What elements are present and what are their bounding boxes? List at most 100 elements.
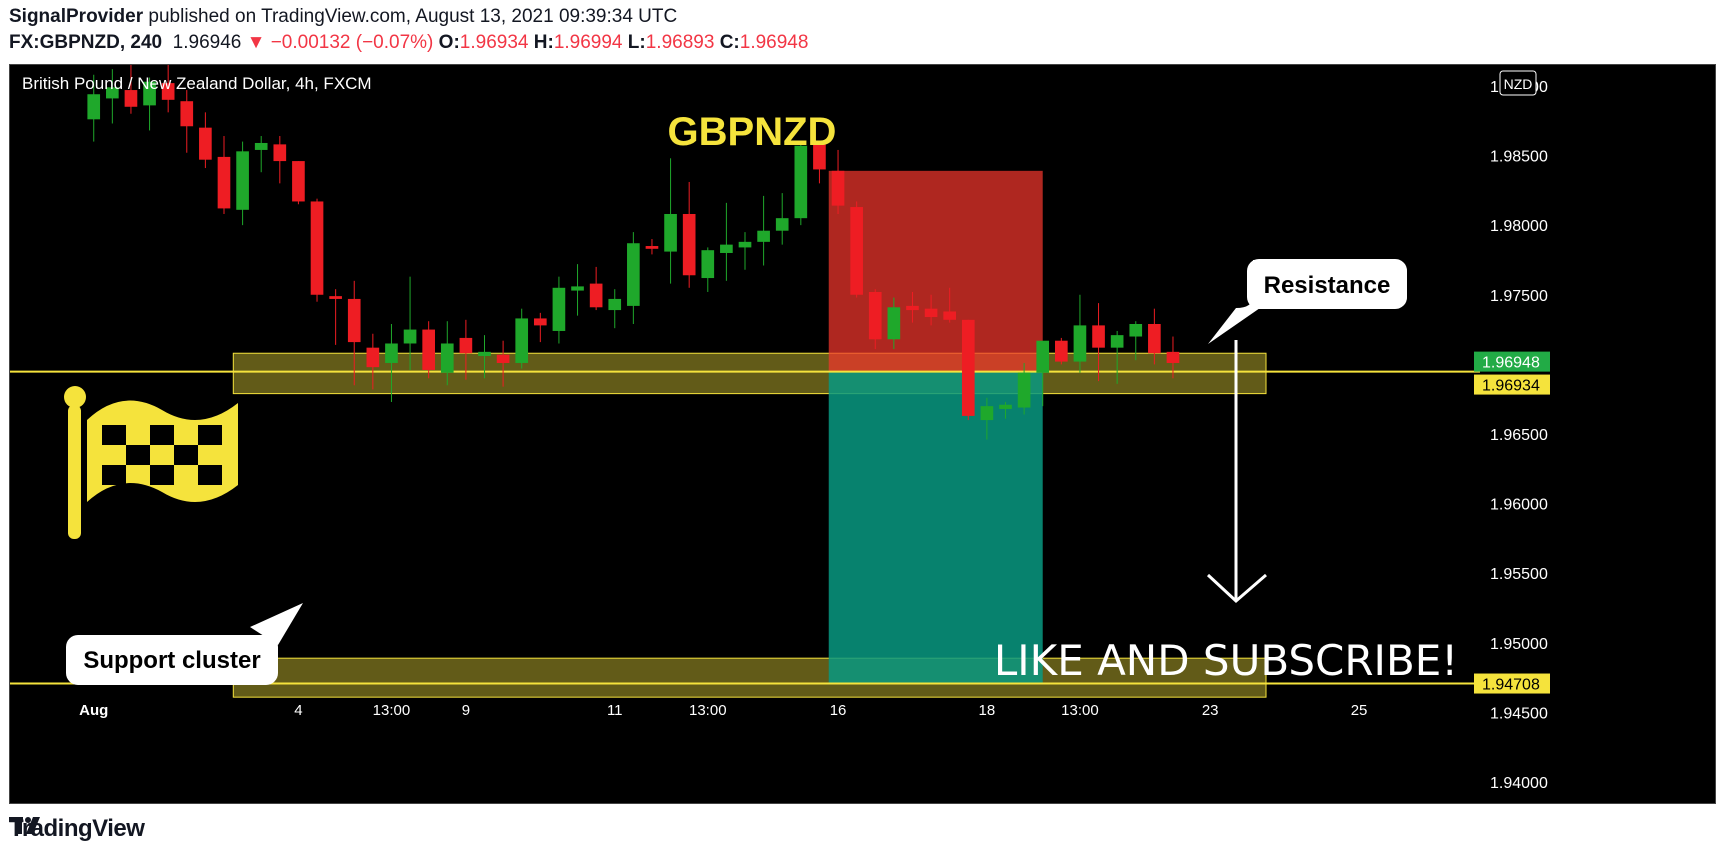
low-value: 1.96893	[645, 32, 715, 53]
currency-badge: NZD	[1504, 76, 1533, 92]
candle-body	[180, 101, 194, 127]
candle-body	[459, 337, 473, 354]
x-tick-label: 11	[607, 702, 623, 719]
open-value: 1.96934	[459, 32, 529, 53]
candle-body	[608, 298, 622, 311]
candle-body	[701, 250, 715, 279]
resistance-callout: Resistance	[1208, 259, 1407, 344]
chart-canvas[interactable]: 1.990001.985001.980001.975001.970001.965…	[10, 65, 1715, 803]
y-tick-label: 1.98000	[1490, 218, 1548, 235]
x-tick-label: 18	[979, 702, 996, 719]
price-label: 1.96934	[1482, 378, 1540, 395]
candle-body	[254, 142, 268, 150]
high-value: 1.96994	[553, 32, 623, 53]
candle-body	[1148, 323, 1161, 354]
candle-body	[385, 343, 398, 363]
close-value: 1.96948	[739, 32, 809, 53]
chart-title: GBPNZD	[668, 110, 837, 154]
last-price: 1.96946	[172, 32, 242, 53]
resistance-label: Resistance	[1264, 272, 1391, 299]
position-layer	[828, 170, 1043, 684]
candle-body	[292, 161, 305, 202]
candle-body	[924, 308, 938, 318]
candles-layer	[87, 65, 1180, 440]
candle-body	[143, 81, 156, 106]
candle-body	[403, 329, 417, 344]
y-tick-label: 1.94000	[1490, 775, 1548, 792]
high-label: H:	[533, 32, 554, 53]
tradingview-branding[interactable]: TradingView	[9, 814, 145, 844]
support-zone	[232, 657, 1267, 698]
candle-body	[496, 354, 510, 363]
currency-badge-box	[1499, 70, 1537, 96]
y-tick-label: 1.95000	[1490, 636, 1548, 653]
candle-body	[664, 213, 677, 252]
x-tick-label: 9	[462, 702, 470, 719]
candle-body	[738, 241, 752, 248]
price-label: 1.94708	[1482, 677, 1540, 694]
candle-body	[1129, 323, 1143, 337]
candle-body	[478, 351, 491, 357]
x-tick-label: Aug	[79, 702, 108, 719]
symbol-info: FX:GBPNZD, 240 1.96946 ▼ −0.00132 (−0.07…	[9, 32, 808, 54]
author-name[interactable]: SignalProvider	[9, 6, 144, 27]
candle-body	[366, 347, 380, 368]
candle-body	[533, 318, 547, 326]
candle-body	[161, 83, 175, 100]
candle-body	[310, 201, 324, 295]
y-tick-label: 1.96500	[1490, 427, 1548, 444]
candle-body	[422, 329, 435, 370]
stop-loss-zone	[828, 170, 1043, 372]
support-callout: Support cluster	[66, 603, 303, 685]
close-label: C:	[719, 32, 740, 53]
candle-body	[1092, 325, 1105, 348]
price-label-box	[1474, 351, 1550, 372]
candle-body	[943, 311, 957, 320]
chart-area[interactable]: 1.990001.985001.980001.975001.970001.965…	[9, 64, 1716, 804]
candle-body	[720, 244, 733, 253]
publish-info: SignalProvider published on TradingView.…	[9, 6, 677, 28]
candle-body	[1166, 351, 1180, 363]
price-label-box	[1474, 673, 1550, 694]
resistance-zone	[232, 352, 1267, 395]
candle-body	[775, 218, 789, 231]
symbol-label: FX:GBPNZD, 240	[9, 32, 163, 53]
price-change: ▼ −0.00132 (−0.07%)	[246, 32, 434, 53]
candle-body	[1036, 340, 1050, 373]
x-tick-label: 4	[294, 702, 302, 719]
take-profit-zone	[828, 371, 1043, 684]
x-tick-label: 25	[1351, 702, 1368, 719]
candle-body	[645, 246, 659, 249]
low-label: L:	[627, 32, 646, 53]
open-label: O:	[438, 32, 460, 53]
candle-body	[813, 144, 826, 170]
x-tick-label: 13:00	[373, 702, 411, 719]
candle-body	[106, 87, 119, 99]
x-tick-label: 13:00	[689, 702, 727, 719]
candle-body	[794, 145, 808, 219]
candle-body	[589, 283, 603, 308]
published-text: published on TradingView.com, August 13,…	[148, 6, 678, 27]
candle-body	[627, 243, 640, 306]
support-label: Support cluster	[83, 647, 260, 674]
x-tick-label: 13:00	[1061, 702, 1099, 719]
candle-body	[1073, 325, 1087, 362]
down-arrow-icon	[1206, 340, 1267, 604]
candle-body	[236, 151, 249, 210]
candle-body	[887, 307, 901, 340]
y-tick-label: 1.98500	[1490, 149, 1548, 166]
candle-body	[571, 286, 584, 291]
cta-text: LIKE AND SUBSCRIBE!	[994, 636, 1458, 685]
candle-body	[868, 291, 882, 340]
x-tick-label: 16	[830, 702, 847, 719]
y-tick-label: 1.95500	[1490, 566, 1548, 583]
candle-body	[515, 318, 529, 363]
candle-body	[961, 319, 975, 416]
candle-body	[87, 94, 101, 120]
candle-body	[980, 406, 994, 421]
candle-body	[273, 144, 287, 162]
candle-body	[850, 207, 863, 295]
y-tick-label: 1.97500	[1490, 288, 1548, 305]
candle-body	[1110, 335, 1124, 348]
chart-legend: British Pound / New Zealand Dollar, 4h, …	[22, 74, 372, 93]
